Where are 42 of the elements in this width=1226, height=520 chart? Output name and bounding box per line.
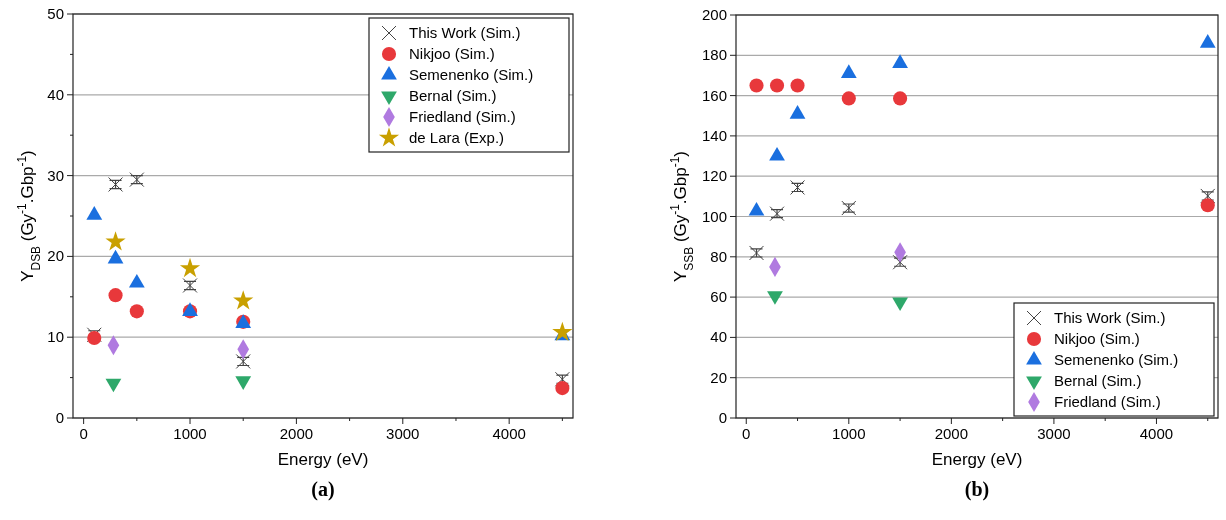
legend-label: This Work (Sim.)	[1054, 309, 1166, 326]
y-tick-label: 40	[47, 85, 64, 103]
y-tick-label: 80	[710, 247, 727, 265]
legend-label: Friedland (Sim.)	[409, 108, 516, 125]
x-tick-label: 4000	[1139, 425, 1174, 442]
y-tick-label: 200	[701, 6, 727, 23]
y-tick-label: 20	[710, 368, 727, 386]
x-axis-title: Energy (eV)	[277, 450, 369, 469]
legend-label: This Work (Sim.)	[409, 24, 521, 41]
x-tick-label: 3000	[386, 425, 420, 442]
y-tick-label: 180	[701, 46, 727, 64]
y-tick-label: 160	[701, 86, 727, 104]
x-tick-label: 2000	[279, 425, 314, 442]
x-tick-label: 0	[742, 425, 751, 442]
x-tick-label: 1000	[832, 425, 866, 442]
x-tick-label: 3000	[1037, 425, 1071, 442]
legend-label: Bernal (Sim.)	[409, 87, 497, 104]
y-tick-label: 40	[710, 328, 727, 346]
text: (a)	[311, 478, 335, 501]
legend-label: de Lara (Exp.)	[409, 129, 505, 146]
x-tick-label: 4000	[492, 425, 526, 442]
x-tick-label: 2000	[934, 425, 969, 442]
y-tick-label: 60	[710, 288, 727, 306]
y-tick-label: 0	[55, 409, 64, 426]
y-tick-label: 120	[701, 167, 727, 185]
y-tick-label: 10	[47, 328, 64, 346]
legend-label: Semenenko (Sim.)	[409, 66, 534, 83]
x-axis-title: Energy (eV)	[931, 450, 1023, 469]
legend-label: Bernal (Sim.)	[1054, 372, 1142, 389]
legend-label: Nikjoo (Sim.)	[1054, 330, 1140, 347]
x-tick-label: 0	[79, 425, 88, 442]
legend-label: Friedland (Sim.)	[1054, 393, 1161, 410]
y-tick-label: 100	[701, 207, 727, 225]
legend-label: Nikjoo (Sim.)	[409, 45, 495, 62]
y-tick-label: 30	[47, 166, 64, 184]
y-tick-label: 20	[47, 247, 64, 265]
x-tick-label: 1000	[173, 425, 207, 442]
text: (b)	[964, 478, 990, 501]
y-tick-label: 0	[718, 409, 727, 426]
legend-label: Semenenko (Sim.)	[1054, 351, 1179, 368]
y-tick-label: 140	[701, 126, 727, 144]
y-tick-label: 50	[47, 5, 64, 22]
